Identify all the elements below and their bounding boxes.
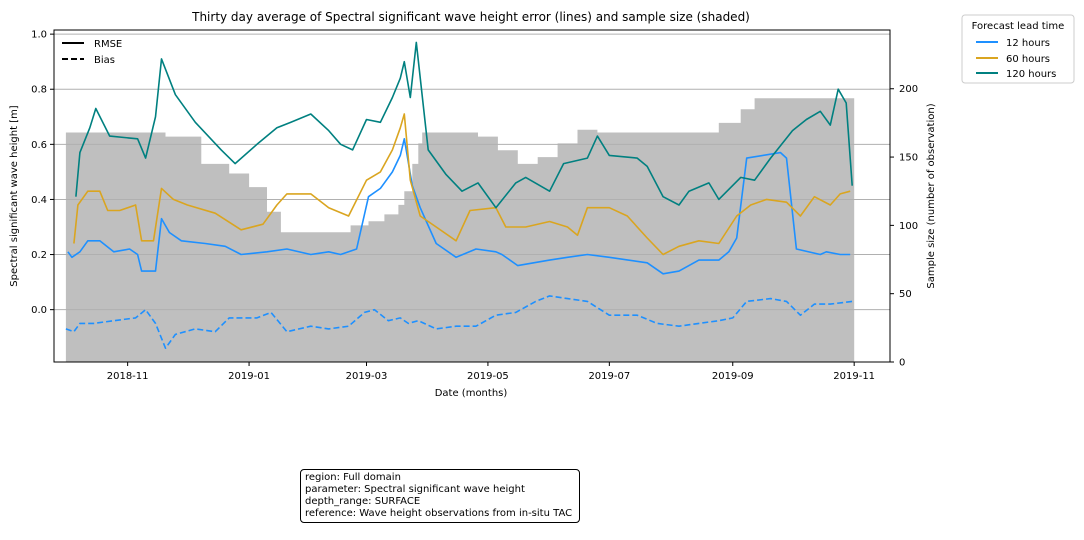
metadata-box: region: Full domain parameter: Spectral … — [300, 469, 580, 523]
y-tick-label: 1.0 — [31, 30, 47, 41]
y-tick-label: 0.4 — [31, 195, 47, 206]
style-legend: RMSE Bias — [62, 39, 122, 66]
x-tick-label: 2019-05 — [467, 371, 509, 382]
sample-size-shading — [65, 98, 855, 363]
metadata-region: region: Full domain — [305, 472, 401, 483]
y2-tick-label: 150 — [899, 153, 918, 164]
chart-title: Thirty day average of Spectral significa… — [191, 10, 750, 24]
series-line-12-hours-bias — [65, 295, 853, 350]
series-legend: Forecast lead time 12 hours 60 hours 120… — [961, 14, 1075, 84]
series-legend-title: Forecast lead time — [972, 21, 1065, 32]
plot-area — [53, 29, 891, 363]
y-axis-label: Spectral significant wave height [m] — [9, 105, 20, 287]
y2-axis-label: Sample size (number of observation) — [926, 103, 937, 288]
y2-tick-label: 100 — [899, 221, 918, 232]
x-tick-label: 2018-11 — [107, 371, 149, 382]
sample-size-area — [65, 98, 855, 363]
series-legend-frame — [961, 14, 1075, 84]
x-tick-label: 2019-09 — [712, 371, 754, 382]
style-legend-label: Bias — [94, 55, 115, 66]
gridlines — [54, 33, 890, 311]
y-axis-right: 0 50 100 150 200 — [890, 84, 918, 369]
y2-tick-label: 0 — [899, 358, 905, 369]
series-line-120-hours-rmse — [75, 41, 853, 209]
series-line-12-hours-rmse — [67, 138, 851, 275]
y2-tick-label: 200 — [899, 84, 918, 95]
series-legend-label: 12 hours — [1006, 38, 1050, 49]
style-legend-label: RMSE — [94, 39, 122, 50]
plot-frame — [53, 29, 891, 363]
y-tick-label: 0.2 — [31, 250, 47, 261]
y-axis-left: 0.0 0.2 0.4 0.6 0.8 1.0 — [31, 30, 54, 316]
x-tick-label: 2019-03 — [346, 371, 388, 382]
metadata-parameter: parameter: Spectral significant wave hei… — [305, 484, 525, 495]
y-tick-label: 0.8 — [31, 85, 47, 96]
series-legend-label: 120 hours — [1006, 69, 1056, 80]
x-tick-label: 2019-07 — [588, 371, 630, 382]
series-line-60-hours-rmse — [73, 113, 851, 256]
x-axis: 2018-11 2019-01 2019-03 2019-05 2019-07 2019-… — [107, 362, 875, 382]
x-axis-label: Date (months) — [435, 388, 508, 399]
metadata-reference: reference: Wave height observations from… — [305, 508, 573, 519]
y-tick-label: 0.6 — [31, 140, 47, 151]
x-tick-label: 2019-01 — [228, 371, 270, 382]
series-lines — [65, 41, 853, 350]
x-tick-label: 2019-11 — [833, 371, 875, 382]
metadata-depth-range: depth_range: SURFACE — [305, 496, 421, 507]
y2-tick-label: 50 — [899, 289, 912, 300]
y-tick-label: 0.0 — [31, 305, 47, 316]
series-legend-label: 60 hours — [1006, 54, 1050, 65]
